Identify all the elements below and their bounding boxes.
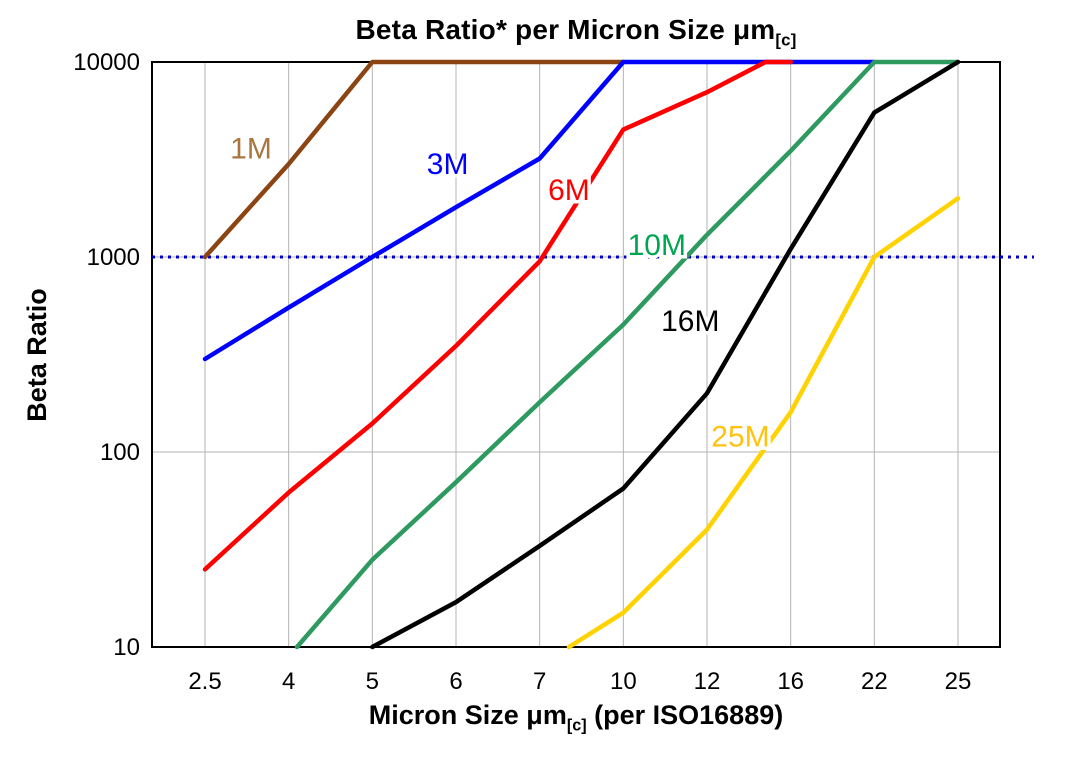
x-tick-label: 22 — [861, 668, 888, 695]
chart-title-mu: μm — [732, 14, 776, 45]
series-label-10M: 10M — [628, 229, 686, 262]
x-axis-title-mu: μm — [526, 700, 567, 730]
y-axis-title-text: Beta Ratio — [22, 288, 52, 422]
chart-title: Beta Ratio* per Micron Size μm[c] — [152, 14, 1000, 51]
x-tick-label: 5 — [366, 668, 379, 695]
y-tick-label: 100 — [100, 439, 140, 466]
x-tick-label: 2.5 — [188, 668, 221, 695]
series-label-16M: 16M — [661, 305, 719, 338]
series-label-3M: 3M — [427, 148, 469, 181]
series-label-6M: 6M — [548, 174, 590, 207]
x-axis-title-subscript: [c] — [566, 716, 587, 735]
series-line-3M — [202, 59, 877, 362]
y-axis-title: Beta Ratio — [22, 205, 54, 505]
y-tick-label: 1000 — [87, 244, 140, 271]
series-line-16M — [370, 59, 961, 650]
y-tick-label: 10000 — [73, 49, 140, 76]
plot-area — [152, 62, 1000, 647]
series-label-1M: 1M — [230, 133, 272, 166]
chart-title-subscript: [c] — [775, 30, 797, 50]
series-label-25M: 25M — [711, 421, 769, 454]
x-tick-label: 6 — [449, 668, 462, 695]
series-line-1M — [202, 59, 626, 260]
series-line-25M — [566, 196, 961, 650]
x-tick-label: 10 — [610, 668, 637, 695]
chart-title-text: Beta Ratio* per Micron Size — [355, 14, 733, 45]
series-line-6M — [202, 59, 793, 572]
y-tick-label: 10 — [113, 634, 140, 661]
x-tick-label: 4 — [282, 668, 295, 695]
x-axis-title-text: Micron Size — [368, 700, 527, 730]
x-axis-title: Micron Size μm[c] (per ISO16889) — [152, 700, 1000, 735]
x-tick-label: 25 — [945, 668, 972, 695]
x-tick-label: 12 — [694, 668, 721, 695]
x-tick-label: 7 — [533, 668, 546, 695]
x-tick-label: 16 — [777, 668, 804, 695]
x-axis-title-post: (per ISO16889) — [586, 700, 784, 730]
series-line-10M — [294, 59, 961, 650]
